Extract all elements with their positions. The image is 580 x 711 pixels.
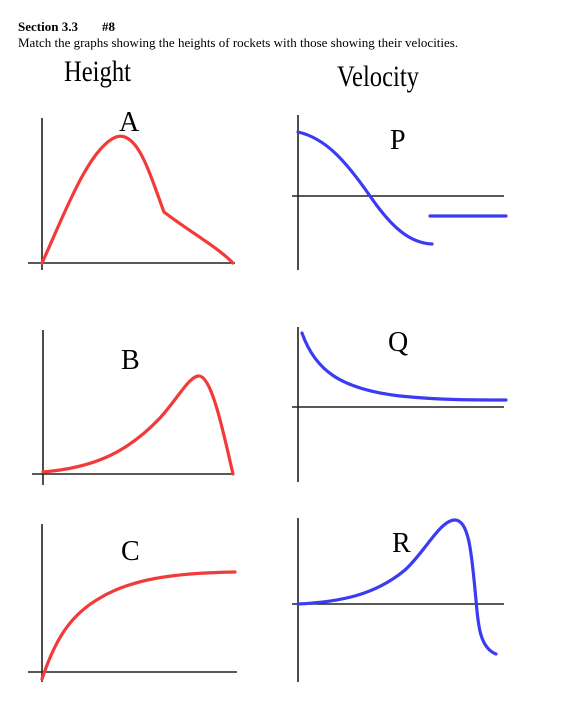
graph-b-label: B [121, 345, 140, 376]
instructions-text: Match the graphs showing the heights of … [18, 35, 459, 50]
graph-a-height-curve [40, 134, 235, 265]
height-column-heading: Height [64, 55, 131, 88]
height-graph-b: B [32, 330, 235, 485]
section-line: Section 3.3 #8 [18, 19, 458, 35]
velocity-graph-p: P [292, 115, 508, 270]
graph-p-velocity-curve [296, 130, 434, 246]
height-graph-c: C [28, 524, 237, 682]
graph-q-velocity-curve [300, 331, 508, 402]
velocity-graph-q: Q [292, 327, 508, 482]
graph-r-velocity-curve [296, 518, 498, 656]
graph-r-label: R [392, 528, 411, 559]
graph-q-label: Q [388, 327, 408, 358]
velocity-column-heading: Velocity [337, 60, 419, 93]
problem-number: #8 [101, 19, 115, 34]
problem-header: Section 3.3 #8 Match the graphs showing t… [18, 19, 458, 51]
section-label: Section 3.3 [18, 19, 78, 34]
height-graph-a: A [28, 107, 235, 270]
velocity-graph-r: R [292, 518, 504, 682]
graph-c-label: C [121, 536, 140, 567]
graph-a-label: A [119, 107, 140, 138]
graph-p-label: P [390, 125, 406, 156]
graph-b-height-curve [41, 374, 235, 476]
graph-c-height-curve [40, 570, 237, 681]
